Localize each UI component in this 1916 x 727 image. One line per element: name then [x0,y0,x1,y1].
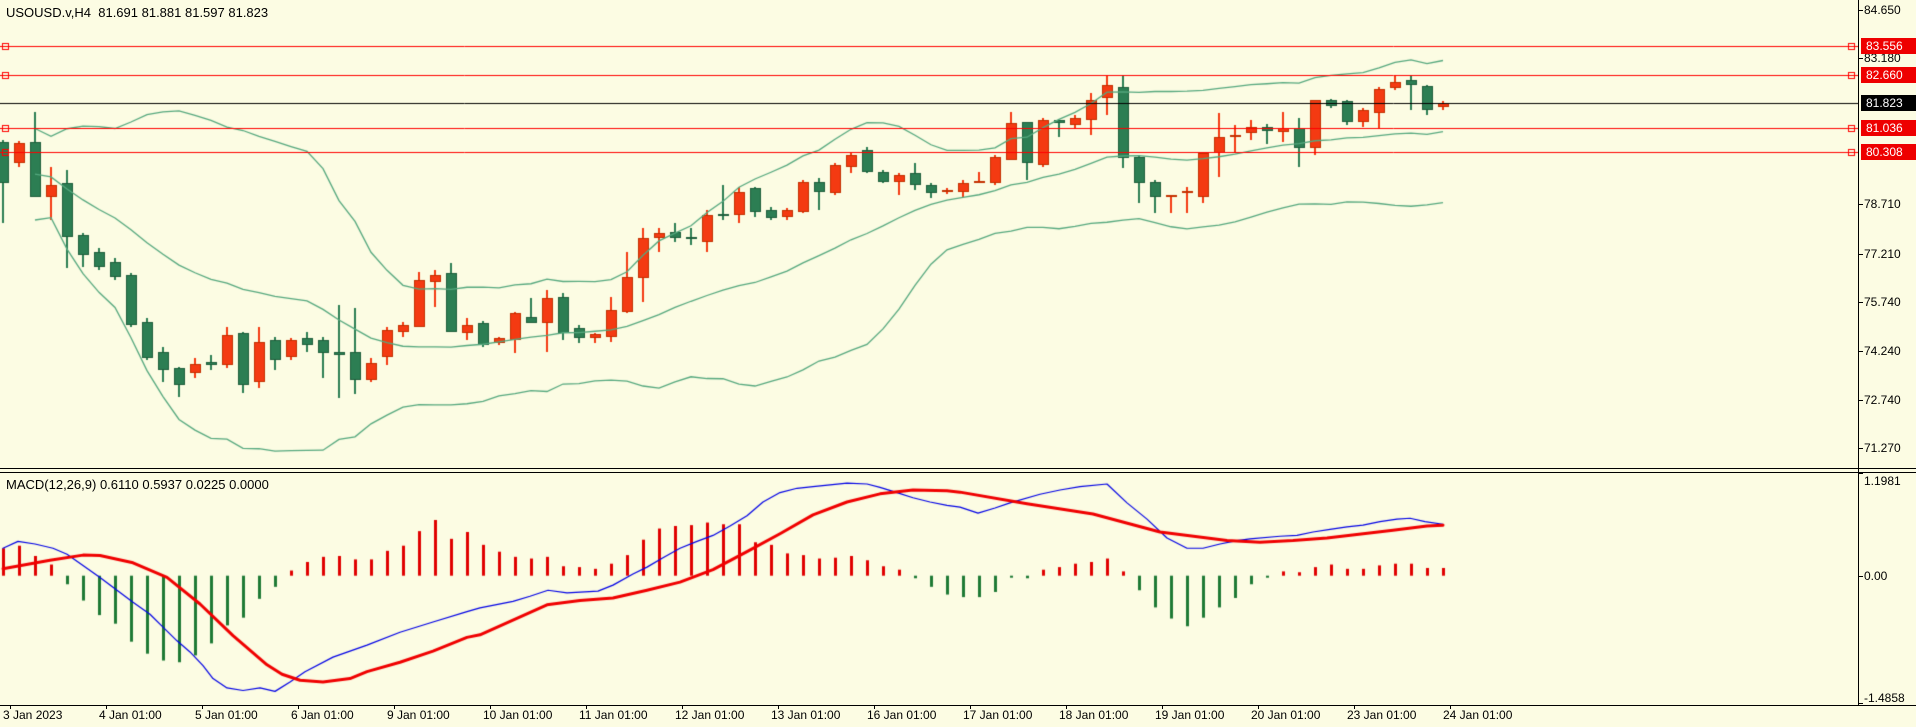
price-axis-label: 77.210 [1864,247,1901,261]
chart-ohlc-text: 81.691 81.881 81.597 81.823 [98,5,269,20]
pane-separator-bottom[interactable] [0,472,1916,473]
time-axis-label[interactable]: 18 Jan 01:00 [1059,708,1129,722]
time-axis-tick [970,705,971,709]
time-axis-label[interactable]: 16 Jan 01:00 [867,708,937,722]
price-axis-tick [1858,351,1863,352]
price-axis-tick [1858,10,1863,11]
time-axis-label[interactable]: 17 Jan 01:00 [963,708,1033,722]
macd-axis-tick [1858,703,1863,704]
time-axis-tick [1450,705,1451,709]
time-axis-tick [1354,705,1355,709]
macd-axis-tick [1858,576,1863,577]
time-axis-tick [1066,705,1067,709]
time-axis-label[interactable]: 11 Jan 01:00 [579,708,648,722]
time-axis-label[interactable]: 20 Jan 01:00 [1251,708,1321,722]
time-axis-label[interactable]: 24 Jan 01:00 [1443,708,1513,722]
price-axis-tick [1858,254,1863,255]
price-level-badge[interactable]: 80.308 [1861,144,1916,160]
price-axis-line [1858,0,1859,705]
macd-indicator-canvas[interactable] [0,472,1858,705]
time-axis-tick [1162,705,1163,709]
price-level-badge[interactable]: 83.556 [1861,38,1916,54]
time-axis-label[interactable]: 10 Jan 01:00 [483,708,553,722]
time-axis-tick [490,705,491,709]
time-axis-label[interactable]: 6 Jan 01:00 [291,708,354,722]
time-axis-label[interactable]: 23 Jan 01:00 [1347,708,1417,722]
current-price-badge: 81.823 [1861,95,1916,111]
time-axis-label[interactable]: 19 Jan 01:00 [1155,708,1225,722]
price-level-badge[interactable]: 82.660 [1861,67,1916,83]
time-axis-tick [298,705,299,709]
time-axis-label[interactable]: 13 Jan 01:00 [771,708,841,722]
time-axis-label[interactable]: 9 Jan 01:00 [387,708,450,722]
time-axis-label[interactable]: 4 Jan 01:00 [99,708,162,722]
price-axis-label: 83.180 [1864,51,1901,65]
price-axis-label: 78.710 [1864,197,1901,211]
chart-symbol-period: USOUSD.v,H4 [6,5,91,20]
price-axis-tick [1858,58,1863,59]
price-axis-label: 72.740 [1864,393,1901,407]
time-axis-separator [0,705,1916,706]
price-axis-label: 75.740 [1864,295,1901,309]
chart-title: USOUSD.v,H4 81.691 81.881 81.597 81.823 [6,5,268,20]
time-axis-tick [106,705,107,709]
time-axis-label[interactable]: 12 Jan 01:00 [675,708,745,722]
price-axis-label: 84.650 [1864,3,1901,17]
macd-axis-label: 1.1981 [1864,474,1901,488]
price-axis-tick [1858,448,1863,449]
time-axis-label[interactable]: 3 Jan 2023 [3,708,63,722]
macd-indicator-label: MACD(12,26,9) [6,477,97,492]
price-axis-tick [1858,400,1863,401]
time-axis-tick [202,705,203,709]
pane-separator-top[interactable] [0,468,1916,469]
macd-axis-tick [1858,473,1863,474]
macd-indicator-values: 0.6110 0.5937 0.0225 0.0000 [99,477,269,492]
time-axis-tick [874,705,875,709]
macd-indicator-title: MACD(12,26,9) 0.6110 0.5937 0.0225 0.000… [6,477,269,492]
time-axis-tick [586,705,587,709]
time-axis-tick [778,705,779,709]
time-axis-label[interactable]: 5 Jan 01:00 [195,708,258,722]
time-axis-tick [1258,705,1259,709]
price-axis-label: 74.240 [1864,344,1901,358]
price-chart-canvas[interactable] [0,0,1858,468]
price-axis-label: 71.270 [1864,441,1901,455]
price-axis-tick [1858,302,1863,303]
time-axis-tick [394,705,395,709]
time-axis-tick [10,705,11,709]
time-axis-tick [682,705,683,709]
price-axis-tick [1858,204,1863,205]
price-level-badge[interactable]: 81.036 [1861,120,1916,136]
macd-axis-label: 0.00 [1864,569,1888,583]
macd-axis-label: -1.4858 [1864,691,1905,705]
